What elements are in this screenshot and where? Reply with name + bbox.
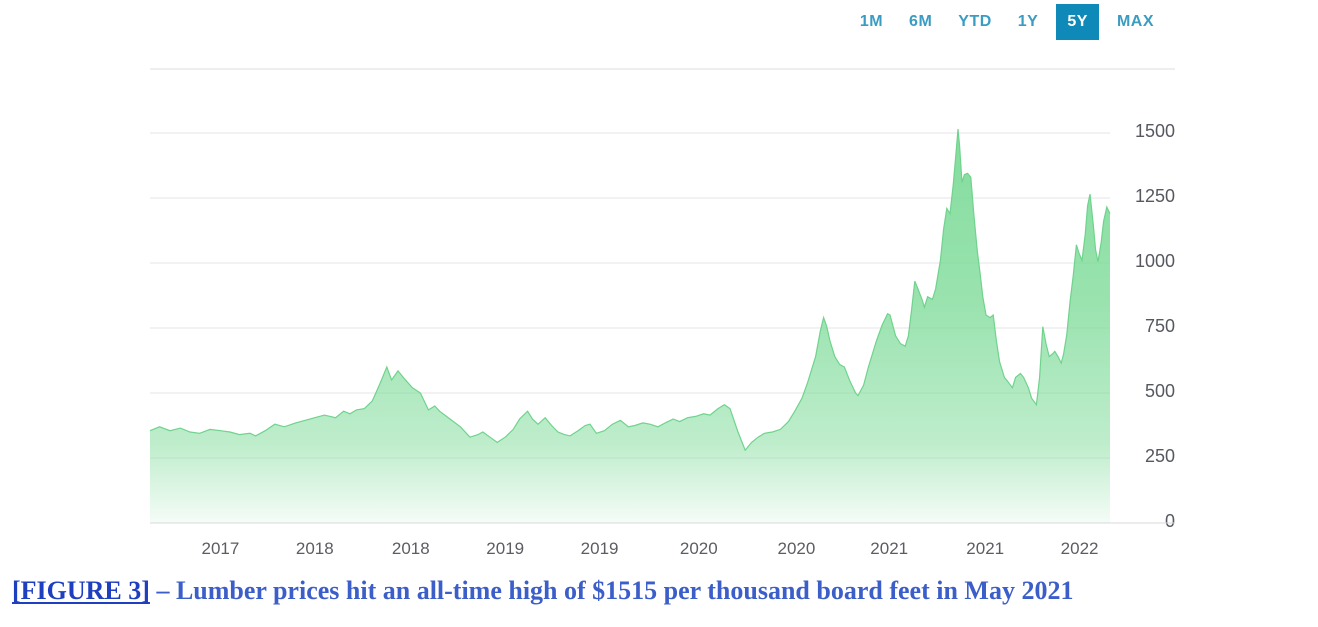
y-axis-label-750: 750	[1145, 316, 1175, 336]
x-axis-label-3: 2019	[486, 539, 524, 558]
x-axis-label-8: 2021	[966, 539, 1004, 558]
price-series-line	[149, 129, 1111, 452]
figure-link[interactable]: [FIGURE 3]	[12, 576, 150, 605]
y-axis-label-250: 250	[1145, 446, 1175, 466]
range-button-6m[interactable]: 6M	[909, 13, 933, 30]
y-axis-label-500: 500	[1145, 381, 1175, 401]
x-axis-label-0: 2017	[201, 539, 239, 558]
range-button-1m[interactable]: 1M	[859, 13, 884, 30]
x-axis-label-5: 2020	[680, 539, 718, 558]
price-chart: 0 250 500 750 1000 1250 1500 2017 2018 2018 2019 20…	[149, 68, 1175, 558]
figure-caption-text: – Lumber prices hit an all-time high of …	[149, 576, 1074, 605]
x-axis-label-1: 2018	[296, 539, 334, 558]
range-button-1y[interactable]: 1Y	[1017, 13, 1039, 30]
y-axis-label-1000: 1000	[1135, 251, 1175, 271]
range-selector: 1M 6M YTD 1Y 5Y MAX	[852, 4, 1162, 40]
range-button-max[interactable]: MAX	[1116, 13, 1154, 30]
x-axis-label-7: 2021	[870, 539, 908, 558]
x-axis-label-2: 2018	[392, 539, 430, 558]
price-area-series	[150, 129, 1110, 523]
x-axis-label-9: 2022	[1061, 539, 1099, 558]
range-button-ytd[interactable]: YTD	[958, 13, 992, 30]
x-axis-label-6: 2020	[777, 539, 815, 558]
y-axis-label-0: 0	[1165, 511, 1175, 531]
range-button-5y[interactable]: 5Y	[1056, 4, 1099, 40]
x-axis-label-4: 2019	[581, 539, 619, 558]
figure-caption: [FIGURE 3] – Lumber prices hit an all-ti…	[12, 575, 1312, 608]
y-axis-label-1500: 1500	[1135, 121, 1175, 141]
y-axis-label-1250: 1250	[1135, 186, 1175, 206]
